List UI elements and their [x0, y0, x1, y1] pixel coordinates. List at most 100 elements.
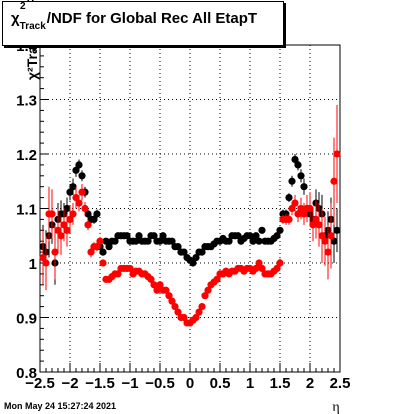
x-tick-label: −0.5 [145, 375, 175, 392]
data-point [276, 226, 284, 234]
data-point [69, 210, 77, 218]
data-point [102, 237, 110, 245]
data-point [189, 259, 197, 267]
data-point [150, 281, 158, 289]
data-point [156, 237, 164, 245]
x-tick-label: 1 [246, 375, 254, 392]
data-point [156, 281, 164, 289]
x-axis-label: η [332, 400, 339, 414]
data-point [144, 237, 152, 245]
data-point [51, 248, 59, 256]
data-point [99, 248, 107, 256]
data-point [159, 232, 167, 240]
data-point [168, 237, 176, 245]
data-point [252, 264, 260, 273]
data-point [255, 237, 263, 245]
data-point [192, 253, 200, 262]
data-point [192, 313, 200, 322]
data-point [315, 221, 323, 229]
data-point [66, 188, 74, 196]
data-point [213, 275, 221, 283]
data-point [297, 204, 305, 213]
data-point [195, 308, 203, 316]
data-point [318, 232, 326, 240]
data-point [285, 215, 293, 223]
data-point [165, 292, 173, 300]
data-point [135, 232, 143, 240]
data-point [39, 253, 47, 262]
data-point [333, 150, 341, 158]
data-point [168, 297, 176, 305]
data-point [300, 210, 308, 218]
y-tick-label: 1 [29, 256, 37, 273]
data-point [114, 270, 122, 278]
y-tick-label: 1.1 [16, 202, 37, 219]
data-point [48, 210, 56, 218]
data-point [273, 232, 281, 240]
y-tick-label: 0.8 [16, 365, 37, 382]
data-point [252, 232, 260, 240]
x-tick-label: 2.5 [330, 375, 351, 392]
data-point [198, 248, 206, 256]
data-point [288, 204, 296, 213]
data-point [147, 275, 155, 283]
data-point [78, 172, 86, 180]
data-point [174, 308, 182, 316]
data-point [294, 161, 302, 169]
title-superscript: 2 [20, 1, 26, 12]
data-point [126, 264, 134, 273]
data-point [96, 237, 104, 245]
axis-ticks: −2.5 −2 −1.5 −1 −0.5 0 0.5 1 1.5 2 2.5 0.8 0.9 1 1.1 1.… [16, 38, 350, 392]
data-point [99, 259, 107, 267]
data-point [75, 199, 83, 207]
data-point [93, 210, 101, 218]
data-point [111, 237, 119, 245]
data-point [57, 232, 65, 240]
chart-title-box: χ 2 Track/NDF for Global Rec All EtapT [2, 1, 284, 46]
data-point [306, 204, 314, 213]
data-point [171, 303, 179, 311]
data-point [276, 259, 284, 267]
data-point [258, 264, 266, 273]
data-point [78, 188, 86, 196]
data-point [201, 292, 209, 300]
data-point [63, 204, 71, 213]
chart-title: χ 2 Track/NDF for Global Rec All EtapT [11, 1, 257, 32]
data-point [132, 237, 140, 245]
series-2 [39, 104, 341, 327]
x-tick-label: −1.5 [85, 375, 115, 392]
timestamp: Mon May 24 15:27:24 2021 [4, 401, 117, 411]
data-point [180, 313, 188, 322]
data-point [54, 226, 62, 234]
data-point [60, 221, 68, 229]
data-point [105, 243, 113, 251]
y-tick-label: 1.3 [16, 93, 37, 110]
data-point [81, 204, 89, 213]
data-point [174, 243, 182, 251]
x-tick-label: −2 [61, 375, 78, 392]
data-point [66, 215, 74, 223]
data-point [321, 237, 329, 245]
data-point [84, 210, 92, 218]
data-point [153, 286, 161, 294]
x-tick-label: 0 [186, 375, 194, 392]
data-point [234, 232, 242, 240]
data-point [288, 177, 296, 185]
data-point [324, 248, 332, 256]
data-point [225, 237, 233, 245]
data-point [72, 194, 80, 202]
title-subscript: Track [19, 21, 46, 32]
data-point [285, 194, 293, 202]
data-point [291, 155, 299, 164]
data-point [282, 210, 290, 218]
grid-lines [40, 45, 340, 372]
data-point [330, 237, 338, 245]
data-point [90, 215, 98, 223]
data-point [330, 177, 338, 185]
data-point [312, 215, 320, 223]
x-tick-label: −2.5 [25, 375, 55, 392]
data-point [255, 259, 263, 267]
y-tick-label: 1.2 [16, 147, 37, 164]
data-point [249, 237, 257, 245]
